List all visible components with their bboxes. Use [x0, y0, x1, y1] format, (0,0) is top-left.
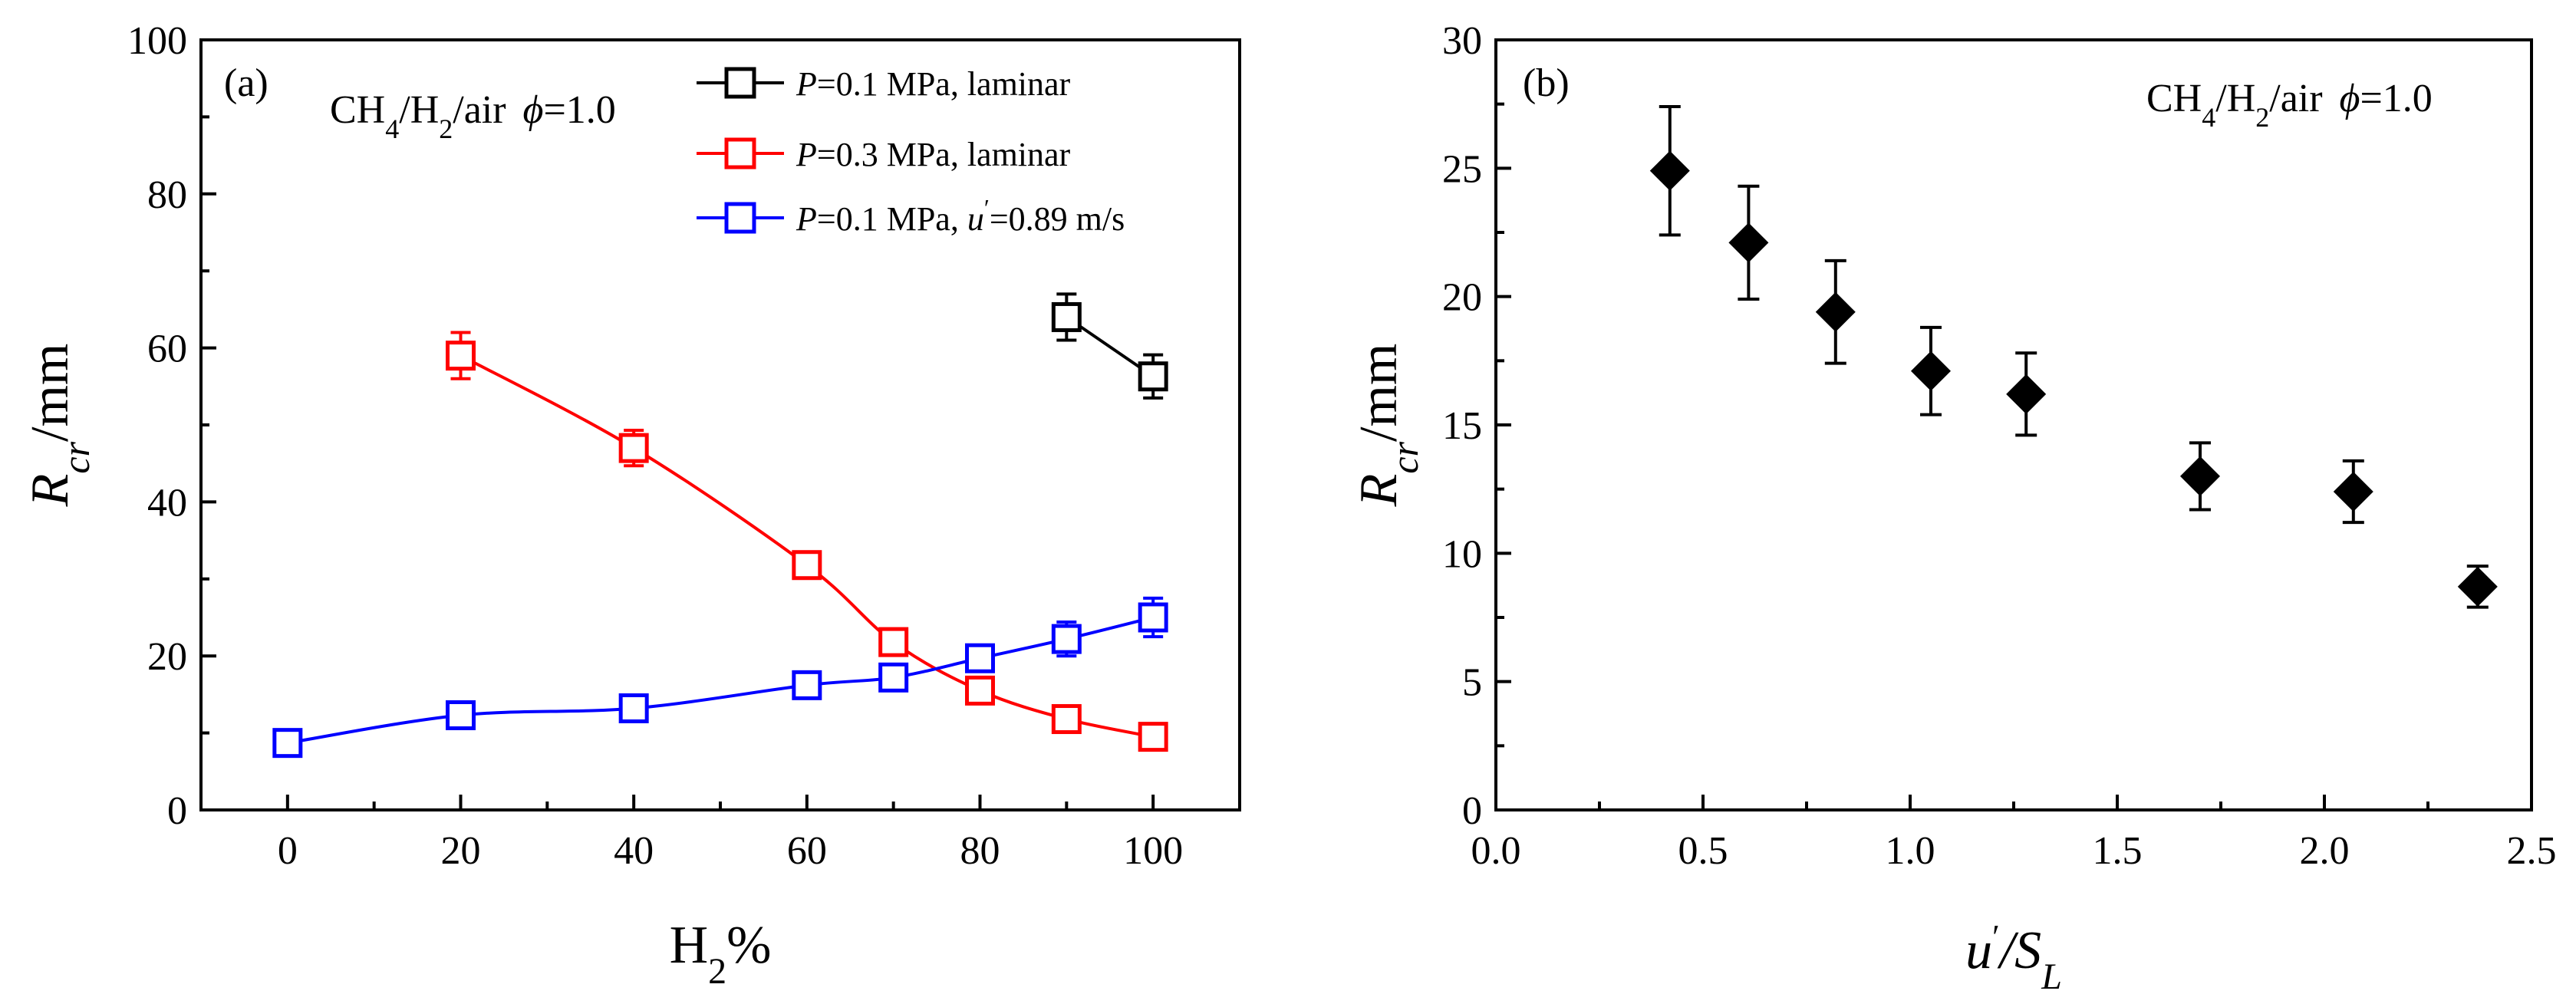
data-point-red — [1138, 722, 1168, 752]
legend-marker-black — [724, 67, 756, 99]
x-tick-label: 1.5 — [2093, 829, 2143, 873]
data-point — [2333, 472, 2373, 512]
x-tick-label: 60 — [787, 829, 827, 873]
legend-label-blue: P=0.1 MPa, u′=0.89 m/s — [796, 194, 1125, 238]
x-tick-label: 100 — [1123, 829, 1183, 873]
x-tick-label: 2.5 — [2507, 829, 2557, 873]
data-point — [1815, 291, 1856, 332]
y-tick-label: 60 — [147, 328, 187, 371]
y-tick-label: 100 — [127, 19, 187, 63]
y-tick-label: 15 — [1442, 404, 1482, 448]
data-point-black — [1051, 301, 1082, 332]
y-tick-label: 80 — [147, 173, 187, 217]
series-b — [1649, 105, 2498, 609]
x-tick-label: 0 — [278, 829, 298, 873]
data-point-blue — [878, 662, 909, 693]
x-tick-label: 40 — [614, 829, 654, 873]
data-point — [2180, 456, 2220, 496]
x-tick-label: 0.0 — [1471, 829, 1521, 873]
data-point-blue — [446, 700, 476, 731]
plot-frame-a — [199, 38, 1241, 811]
data-point-blue — [1051, 624, 1082, 654]
y-axis-label-b: Rcr/mm — [1349, 344, 1426, 508]
y-tick-label: 20 — [147, 635, 187, 679]
data-point — [2006, 374, 2047, 414]
data-point-blue — [272, 728, 303, 759]
data-point-blue — [792, 670, 822, 700]
y-tick-label: 10 — [1442, 532, 1482, 576]
data-point — [2457, 566, 2498, 607]
y-tick-label: 25 — [1442, 147, 1482, 191]
annotation-b: CH4/H2/air ϕ=1.0 — [2146, 77, 2433, 133]
data-point-blue — [618, 693, 649, 723]
legend-a: P=0.1 MPa, laminar P=0.3 MPa, laminar P=… — [697, 65, 1125, 238]
y-tick-label: 0 — [167, 789, 187, 833]
x-tick-label: 20 — [441, 829, 481, 873]
data-point — [1911, 351, 1951, 391]
data-point-blue — [1138, 602, 1168, 633]
legend-label-red: P=0.3 MPa, laminar — [796, 136, 1071, 173]
legend-marker-blue — [724, 202, 756, 234]
x-tick-label: 1.0 — [1886, 829, 1935, 873]
legend-item-blue: P=0.1 MPa, u′=0.89 m/s — [697, 194, 1125, 238]
y-axis-label-a: Rcr/mm — [21, 344, 97, 508]
y-tick-label: 40 — [147, 481, 187, 525]
x-tick-label: 0.5 — [1678, 829, 1728, 873]
data-point-red — [965, 675, 995, 706]
panel-a: 0 20 40 60 80 100 0 20 40 60 80 100 (a) CH4/H2/air ϕ… — [21, 19, 1241, 992]
legend-item-red: P=0.3 MPa, laminar — [697, 136, 1071, 173]
data-point-red — [446, 341, 476, 371]
legend-marker-red — [724, 137, 756, 170]
y-tick-label: 0 — [1462, 789, 1482, 833]
panel-label-b: (b) — [1523, 61, 1570, 105]
ticks-b: 0.0 0.5 1.0 1.5 2.0 2.5 0 5 10 15 20 25 30 — [1442, 19, 2557, 873]
data-point-blue — [965, 643, 995, 673]
panel-label-a: (a) — [224, 61, 268, 105]
legend-item-black: P=0.1 MPa, laminar — [697, 65, 1071, 103]
y-tick-label: 30 — [1442, 19, 1482, 63]
x-axis-label-a: H2% — [670, 916, 772, 992]
data-point-red — [878, 627, 909, 657]
y-tick-label: 20 — [1442, 276, 1482, 320]
data-point-black — [1138, 361, 1168, 392]
panel-b: 0.0 0.5 1.0 1.5 2.0 2.5 0 5 10 15 20 25 30 (b) CH4/H… — [1349, 19, 2557, 997]
x-tick-label: 2.0 — [2300, 829, 2350, 873]
data-point-red — [618, 433, 649, 463]
x-axis-label-b: u′/SL — [1965, 918, 2062, 997]
series-a — [272, 292, 1168, 759]
x-tick-label: 80 — [960, 829, 1000, 873]
data-point — [1728, 222, 1769, 263]
data-point — [1649, 150, 1690, 191]
y-tick-label: 5 — [1462, 661, 1482, 705]
data-point-red — [792, 550, 822, 581]
ticks-a: 0 20 40 60 80 100 0 20 40 60 80 100 — [127, 19, 1183, 873]
series-line-blue — [287, 616, 1154, 745]
legend-label-black: P=0.1 MPa, laminar — [796, 65, 1071, 103]
plot-frame-b — [1494, 38, 2533, 811]
data-point-red — [1051, 704, 1082, 735]
annotation-a: CH4/H2/air ϕ=1.0 — [330, 88, 616, 144]
